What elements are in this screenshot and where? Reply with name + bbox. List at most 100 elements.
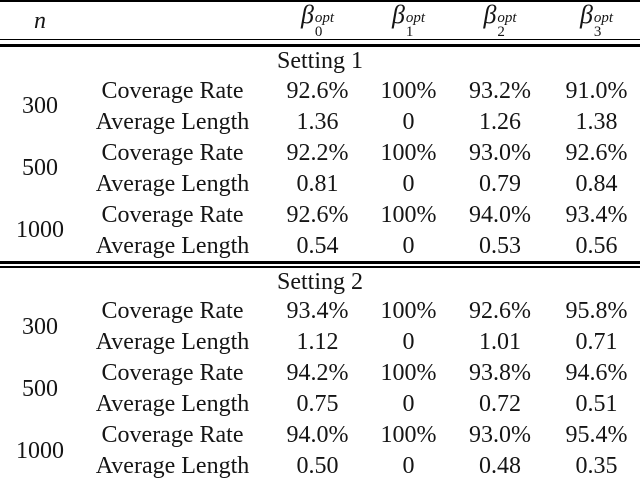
beta-scripts: opt 1 xyxy=(405,10,426,39)
header-label-spacer xyxy=(80,1,265,39)
beta-superscript: opt xyxy=(497,10,517,26)
header-beta-2: β opt 2 xyxy=(447,1,553,39)
table-row: 500 Coverage Rate 92.2% 100% 93.0% 92.6% xyxy=(0,137,640,181)
section-title: Setting 1 xyxy=(276,48,363,74)
row-label-length: Average Length xyxy=(95,329,250,355)
beta-scripts: opt 3 xyxy=(593,11,613,39)
rule-line-thick xyxy=(0,261,640,264)
beta-subscript: 1 xyxy=(405,23,414,39)
row-label-length: Average Length xyxy=(95,453,250,479)
value-cell: 93.8% xyxy=(469,360,531,386)
value-cell: 95.4% xyxy=(565,422,628,448)
table-row: 500 Coverage Rate 94.2% 100% 93.8% 94.6% xyxy=(0,358,640,401)
row-label-length: Average Length xyxy=(95,391,250,417)
table-row: Average Length 0.81 0 0.79 0.84 xyxy=(0,168,640,199)
beta-symbol: β xyxy=(483,1,497,29)
value-cell: 0.72 xyxy=(479,391,521,417)
value-cell: 100% xyxy=(380,360,437,386)
value-cell: 93.4% xyxy=(565,201,628,228)
value-cell: 0.81 xyxy=(296,170,339,197)
table-row: 300 Coverage Rate 92.6% 100% 93.2% 91.0% xyxy=(0,75,640,119)
beta-scripts: opt 0 xyxy=(314,10,335,39)
value-cell: 1.12 xyxy=(296,329,339,355)
rule-line-thick xyxy=(0,44,640,47)
value-cell: 1.26 xyxy=(479,108,521,135)
value-cell: 0 xyxy=(402,329,415,355)
beta-subscript: 3 xyxy=(593,23,602,39)
n-value: 500 xyxy=(22,375,58,402)
beta-superscript: opt xyxy=(314,10,335,26)
rule-line-thin xyxy=(0,39,640,40)
value-cell: 92.6% xyxy=(286,201,349,228)
n-value: 300 xyxy=(22,93,58,119)
value-cell: 92.6% xyxy=(469,298,531,324)
value-cell: 92.6% xyxy=(565,139,628,166)
row-label-coverage: Coverage Rate xyxy=(101,360,244,386)
value-cell: 91.0% xyxy=(565,77,628,104)
value-cell: 0 xyxy=(402,232,415,259)
value-cell: 100% xyxy=(380,422,437,448)
value-cell: 0.35 xyxy=(575,453,618,479)
table-header-row: n β opt 0 β opt 1 β opt 2 β opt 3 xyxy=(0,1,640,39)
value-cell: 94.6% xyxy=(565,360,628,386)
section-double-rule xyxy=(0,261,640,268)
value-cell: 93.0% xyxy=(469,422,531,448)
value-cell: 95.8% xyxy=(565,298,628,324)
header-n: n xyxy=(34,7,46,34)
value-cell: 93.0% xyxy=(469,139,531,166)
value-cell: 92.2% xyxy=(286,139,349,166)
value-cell: 0 xyxy=(402,108,415,135)
value-cell: 92.6% xyxy=(286,77,349,104)
value-cell: 1.38 xyxy=(575,108,618,135)
value-cell: 0.56 xyxy=(575,232,618,259)
row-label-coverage: Coverage Rate xyxy=(101,77,244,104)
table-row: Average Length 0.54 0 0.53 0.56 xyxy=(0,230,640,261)
value-cell: 0.75 xyxy=(296,391,339,417)
value-cell: 94.0% xyxy=(286,422,349,448)
row-label-coverage: Coverage Rate xyxy=(101,201,244,228)
table-row: 1000 Coverage Rate 94.0% 100% 93.0% 95.4… xyxy=(0,420,640,463)
n-value: 1000 xyxy=(16,217,64,243)
section-title: Setting 2 xyxy=(276,268,363,295)
value-cell: 0.71 xyxy=(575,329,618,355)
value-cell: 0.84 xyxy=(575,170,618,197)
beta-symbol: β xyxy=(391,1,405,29)
row-label-length: Average Length xyxy=(95,108,250,135)
value-cell: 0.50 xyxy=(296,453,339,479)
value-cell: 0.53 xyxy=(479,232,521,259)
value-cell: 94.2% xyxy=(286,360,349,386)
row-label-length: Average Length xyxy=(95,232,250,259)
value-cell: 100% xyxy=(380,77,437,104)
value-cell: 1.01 xyxy=(479,329,521,355)
value-cell: 93.2% xyxy=(469,77,531,104)
section-title-row: Setting 1 xyxy=(0,47,640,75)
row-label-length: Average Length xyxy=(95,170,250,197)
beta-symbol: β xyxy=(579,1,593,29)
n-value: 1000 xyxy=(16,437,64,464)
rule-line-thin xyxy=(0,266,640,268)
row-label-coverage: Coverage Rate xyxy=(101,298,244,324)
row-label-coverage: Coverage Rate xyxy=(101,422,244,448)
value-cell: 1.36 xyxy=(296,108,339,135)
header-beta-1: β opt 1 xyxy=(370,1,447,39)
value-cell: 0.51 xyxy=(575,391,618,417)
header-beta-0: β opt 0 xyxy=(265,1,370,39)
n-value: 500 xyxy=(22,155,58,181)
value-cell: 100% xyxy=(380,298,437,324)
table-row: 300 Coverage Rate 93.4% 100% 92.6% 95.8% xyxy=(0,296,640,339)
value-cell: 100% xyxy=(380,139,437,166)
value-cell: 0.48 xyxy=(479,453,521,479)
beta-superscript: opt xyxy=(405,10,426,26)
beta-symbol: β xyxy=(300,1,314,29)
value-cell: 0.79 xyxy=(479,170,521,197)
beta-subscript: 2 xyxy=(497,23,505,39)
beta-scripts: opt 2 xyxy=(497,10,517,39)
table-row: 1000 Coverage Rate 92.6% 100% 94.0% 93.4… xyxy=(0,199,640,243)
table-row: Average Length 1.36 0 1.26 1.38 xyxy=(0,106,640,137)
value-cell: 0.54 xyxy=(296,232,339,259)
value-cell: 0 xyxy=(402,170,415,197)
row-label-coverage: Coverage Rate xyxy=(101,139,244,166)
section-title-row: Setting 2 xyxy=(0,268,640,296)
value-cell: 0 xyxy=(402,391,415,417)
